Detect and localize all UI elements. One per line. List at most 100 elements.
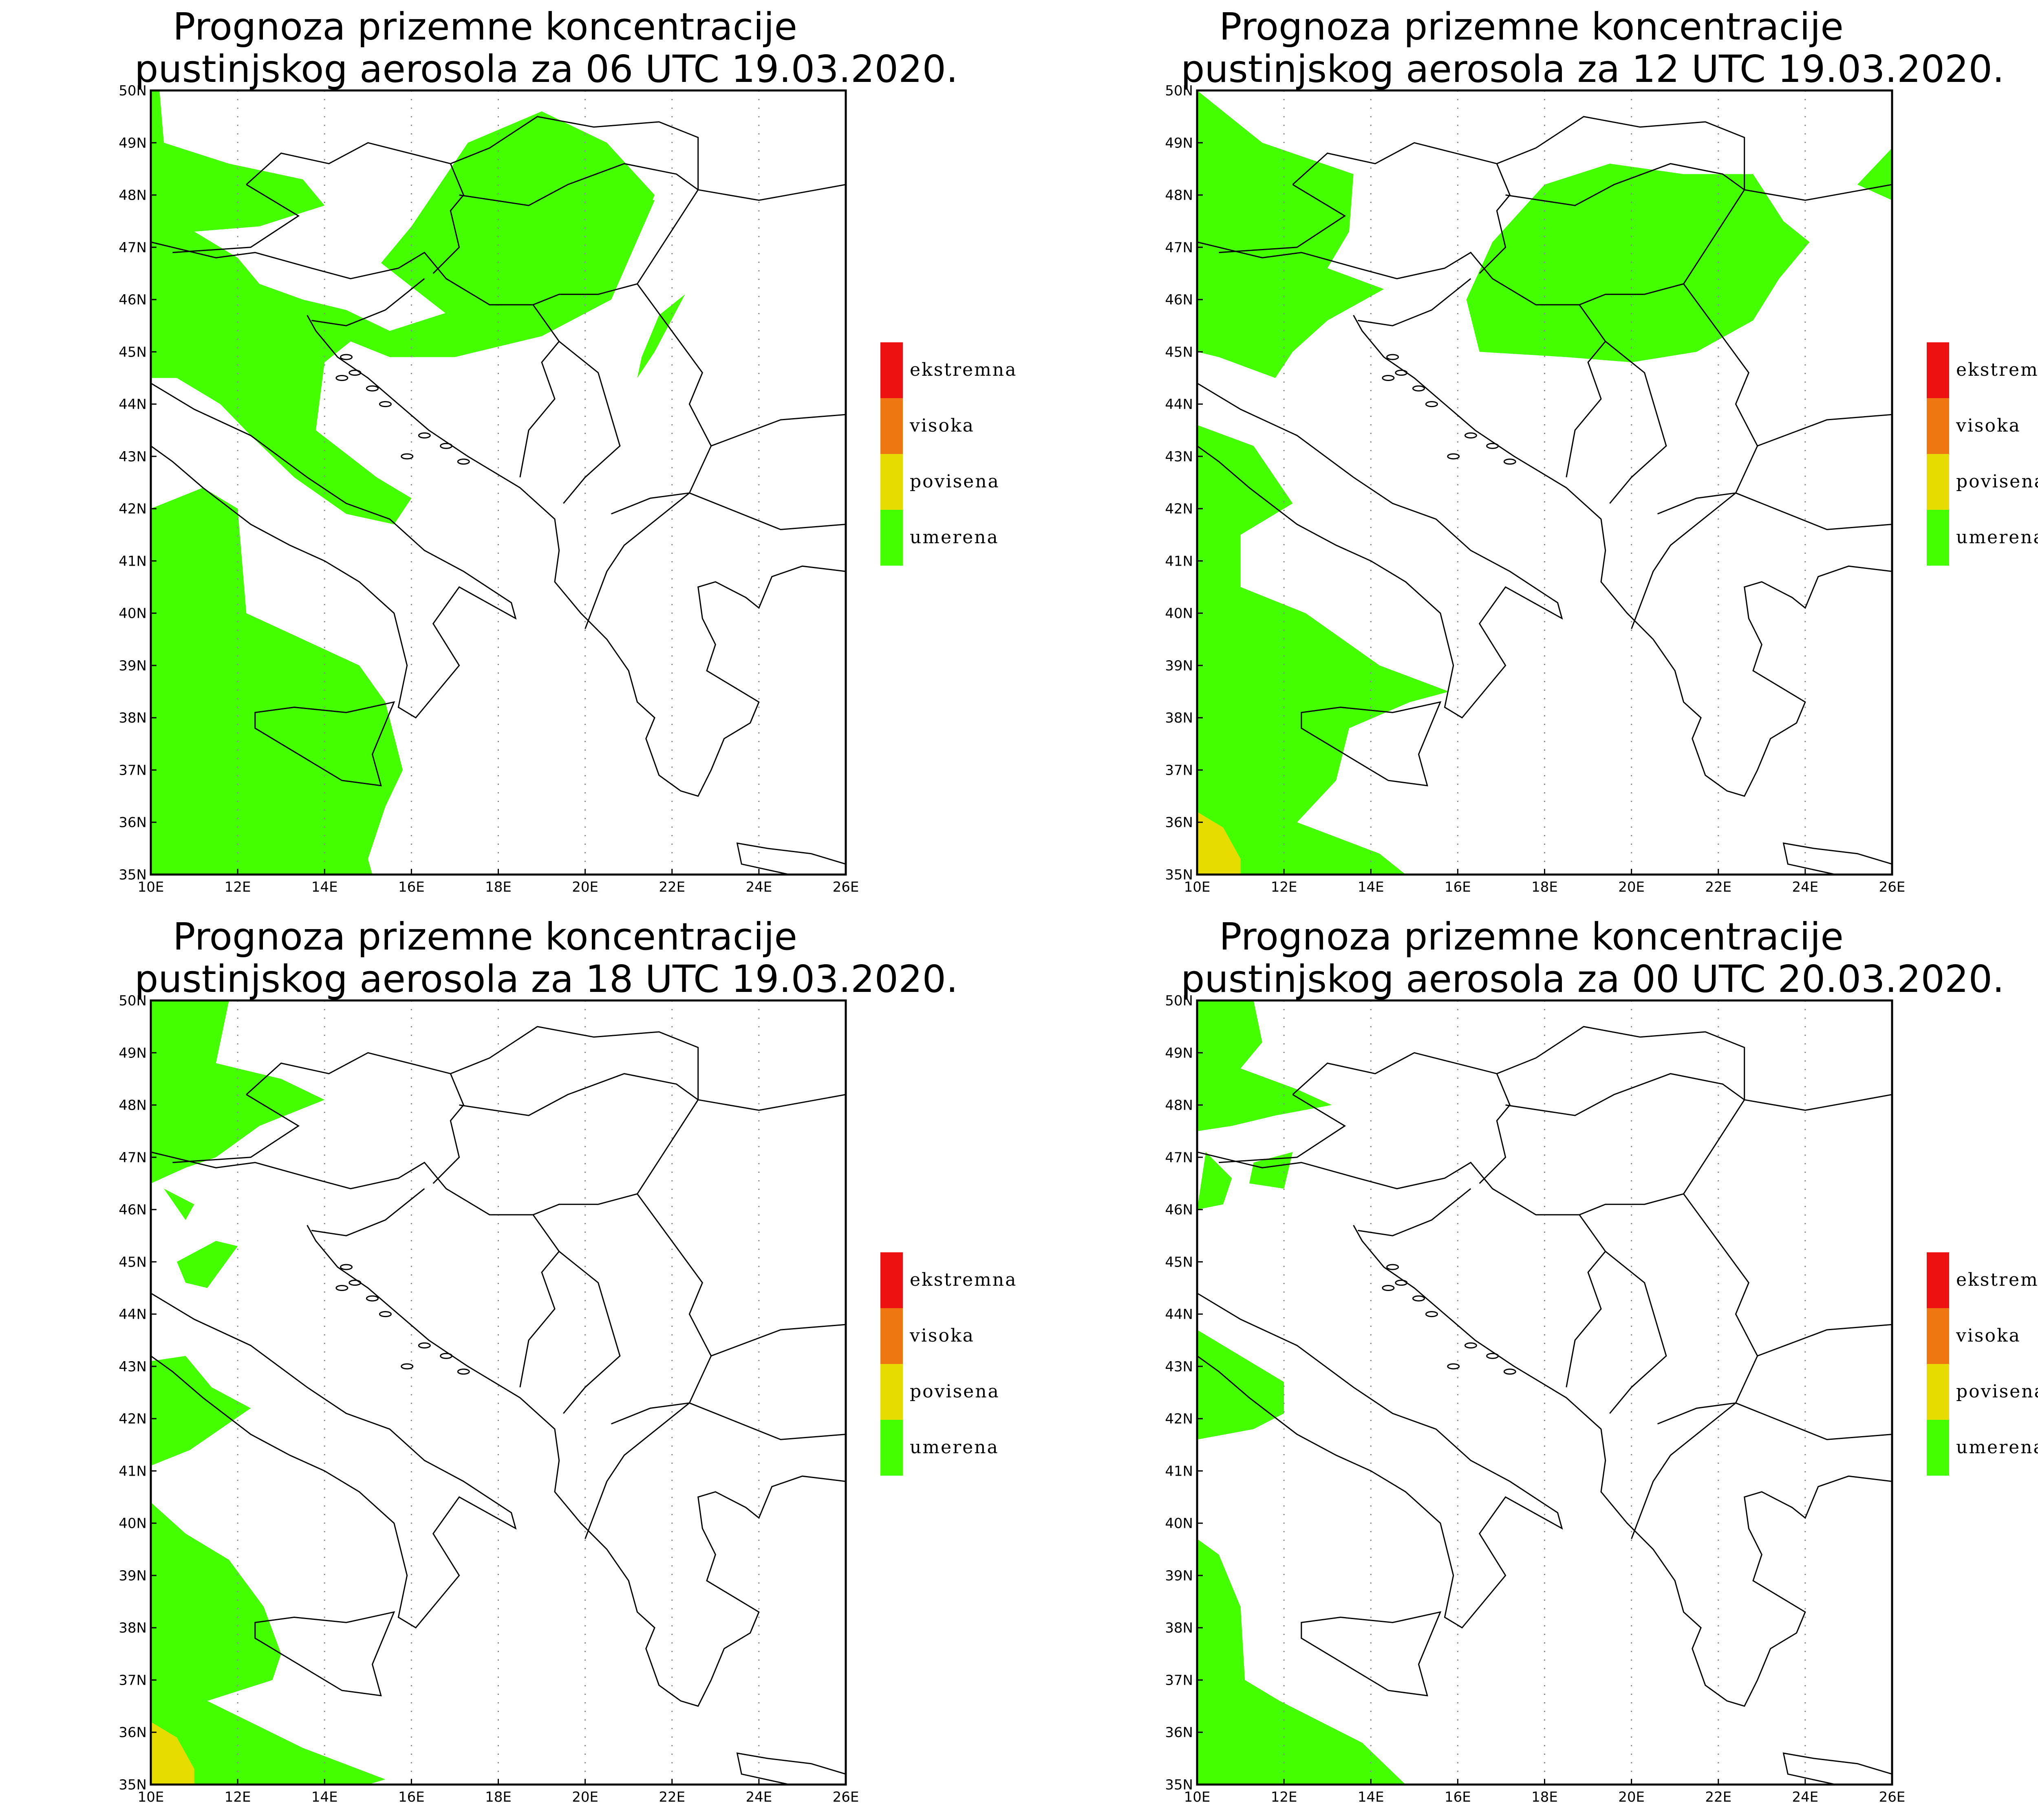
legend-label-moderate: umerena	[1956, 527, 2038, 548]
island	[1425, 401, 1438, 408]
lon-tick-label: 24E	[746, 879, 772, 895]
dust-area-moderate	[1197, 1330, 1284, 1440]
lat-tick-label: 35N	[119, 867, 147, 883]
island	[348, 370, 362, 376]
lon-tick-label: 14E	[311, 879, 338, 895]
country-border	[584, 1193, 712, 1539]
country-border	[1631, 1193, 1758, 1539]
title-line-1: Prognoza prizemne koncentracije	[173, 5, 797, 48]
lon-tick-label: 12E	[225, 1789, 251, 1805]
map-panel-00utc: Prognoza prizemne koncentracije pustinjs…	[1046, 910, 2038, 1820]
dust-area-elevated	[151, 1722, 194, 1785]
island	[348, 1280, 362, 1286]
legend-item-high: visoka	[1927, 398, 2038, 454]
coastline	[151, 382, 517, 719]
lat-tick-label: 40N	[1165, 1516, 1193, 1532]
country-border	[172, 1094, 300, 1163]
lat-tick-label: 42N	[1165, 1411, 1193, 1427]
lon-tick-label: 22E	[1705, 1789, 1731, 1805]
legend-item-elevated: povisena	[880, 454, 1043, 510]
island	[1386, 354, 1399, 360]
lat-tick-label: 39N	[1165, 1568, 1193, 1584]
lat-tick-label: 48N	[119, 1097, 147, 1114]
dust-area-moderate	[176, 1241, 238, 1288]
lat-tick-label: 49N	[1165, 1045, 1193, 1061]
lat-tick-label: 47N	[1165, 240, 1193, 256]
legend-label-moderate: umerena	[910, 1437, 999, 1458]
country-border	[459, 163, 699, 306]
lat-tick-label: 48N	[1165, 187, 1193, 204]
country-border	[1358, 1188, 1471, 1236]
legend-item-extreme: ekstremna	[880, 342, 1043, 398]
legend: ekstremna visoka povisena umerena	[880, 1252, 1043, 1481]
map-panel-18utc: Prognoza prizemne koncentracije pustinjs…	[0, 910, 1046, 1820]
country-border	[1605, 341, 1667, 504]
country-border	[1358, 278, 1471, 326]
country-border	[1505, 1073, 1745, 1216]
lat-tick-label: 50N	[119, 83, 147, 99]
island	[335, 375, 348, 381]
dust-area-moderate	[151, 1000, 325, 1183]
lat-tick-label: 42N	[119, 1411, 147, 1427]
legend-swatch-extreme	[1927, 1252, 1949, 1308]
lon-tick-label: 10E	[138, 1789, 164, 1805]
legend-label-extreme: ekstremna	[1956, 1269, 2038, 1290]
lat-tick-label: 38N	[1165, 710, 1193, 726]
country-border	[1735, 1402, 1892, 1440]
island	[457, 458, 470, 465]
lat-tick-label: 41N	[119, 1463, 147, 1479]
coastline	[151, 1292, 517, 1629]
map-panel-06utc: Prognoza prizemne koncentracije pustinjs…	[0, 0, 1046, 910]
coastline	[1353, 1225, 1892, 1707]
country-border	[1496, 116, 1745, 190]
lat-tick-label: 37N	[119, 762, 147, 778]
dust-area-moderate	[1857, 148, 1892, 201]
country-border	[1657, 1402, 1736, 1425]
legend-swatch-moderate	[1927, 510, 1949, 566]
legend-swatch-extreme	[880, 1252, 903, 1308]
lat-tick-label: 47N	[119, 1150, 147, 1166]
lat-tick-label: 44N	[1165, 1307, 1193, 1323]
dust-area-moderate	[151, 90, 655, 524]
lat-tick-label: 49N	[119, 1045, 147, 1061]
lat-tick-label: 45N	[1165, 344, 1193, 360]
country-border	[172, 184, 300, 253]
island	[340, 354, 353, 360]
island	[457, 1368, 470, 1375]
island	[1503, 458, 1516, 465]
legend: ekstremna visoka povisena umerena	[880, 342, 1043, 571]
map-frame: 10E 12E 14E 16E 18E 20E 22E 24E 26E 35N 36N 37N 38N 3…	[1165, 83, 1905, 895]
country-border	[151, 1151, 560, 1388]
country-border	[689, 492, 846, 530]
map-panel-12utc: Prognoza prizemne koncentracije pustinjs…	[1046, 0, 2038, 910]
legend-label-high: visoka	[1956, 1325, 2021, 1346]
lon-tick-label: 22E	[659, 879, 685, 895]
lon-tick-label: 24E	[746, 1789, 772, 1805]
lat-tick-label: 37N	[119, 1672, 147, 1688]
legend: ekstremna visoka povisena umerena	[1927, 1252, 2038, 1481]
map-frame: 10E 12E 14E 16E 18E 20E 22E 24E 26E 35N 36N 37N 38N 3…	[119, 993, 859, 1805]
legend-label-elevated: povisena	[910, 1381, 1000, 1402]
lon-tick-label: 10E	[1184, 1789, 1211, 1805]
lat-tick-label: 40N	[119, 606, 147, 622]
island	[1464, 432, 1477, 439]
lon-tick-label: 20E	[1618, 1789, 1645, 1805]
island	[1412, 385, 1425, 392]
lat-tick-label: 50N	[1165, 83, 1193, 99]
legend-swatch-elevated	[880, 454, 903, 510]
lat-tick-label: 36N	[1165, 815, 1193, 831]
country-border	[311, 278, 425, 326]
island	[401, 1363, 414, 1370]
lat-tick-label: 48N	[1165, 1097, 1193, 1114]
island	[1395, 370, 1408, 376]
map-content	[151, 90, 846, 875]
lon-tick-label: 18E	[485, 1789, 512, 1805]
legend-item-moderate: umerena	[1927, 510, 2038, 566]
lat-tick-label: 45N	[119, 344, 147, 360]
legend-label-high: visoka	[910, 1325, 975, 1346]
title-line-1: Prognoza prizemne koncentracije	[173, 915, 797, 958]
country-border	[246, 1052, 465, 1184]
dust-area-moderate	[1466, 163, 1810, 362]
dust-area-moderate	[1197, 1152, 1232, 1210]
lat-tick-label: 49N	[1165, 135, 1193, 151]
